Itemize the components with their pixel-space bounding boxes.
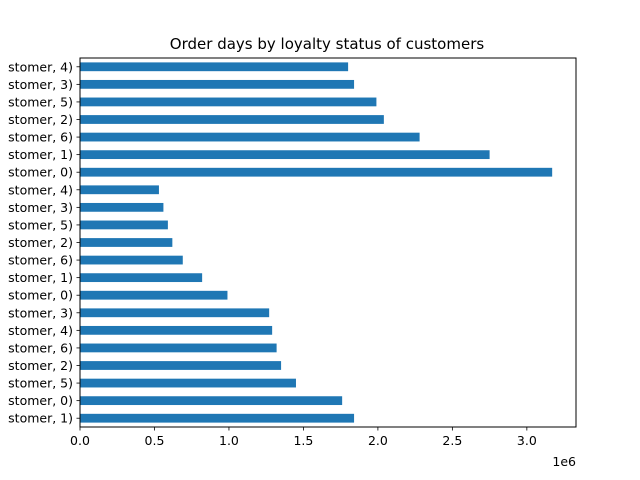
- y-tick-label: stomer, 0): [8, 393, 73, 408]
- bar: [80, 150, 490, 160]
- plot-frame: [79, 57, 577, 428]
- x-tick-label: 1.0: [219, 433, 239, 448]
- chart-title: Order days by loyalty status of customer…: [170, 35, 485, 53]
- bar: [80, 396, 343, 406]
- x-tick-label: 0.5: [145, 433, 165, 448]
- y-tick-label: stomer, 1): [8, 147, 73, 162]
- y-tick-label: stomer, 4): [8, 182, 73, 197]
- x-tick-label: 1.5: [293, 433, 313, 448]
- bar: [80, 132, 420, 142]
- y-tick-label: stomer, 1): [8, 411, 73, 426]
- bar: [80, 202, 164, 212]
- y-tick-label: stomer, 4): [8, 59, 73, 74]
- bar: [80, 273, 203, 283]
- bar: [80, 361, 282, 370]
- bar: [80, 115, 384, 124]
- bar: [80, 290, 228, 300]
- x-tick-label: 2.5: [442, 433, 462, 448]
- bar: [80, 238, 173, 247]
- y-tick-label: stomer, 2): [8, 235, 73, 250]
- y-tick-label: stomer, 5): [8, 94, 73, 109]
- bar: [80, 167, 553, 177]
- bar: [80, 378, 296, 388]
- y-axis: stomer, 1) stomer, 0) stomer, 5) stomer, 2)…: [8, 59, 80, 426]
- bars-group: [80, 62, 553, 423]
- y-tick-label: stomer, 5): [8, 376, 73, 391]
- bar: [80, 62, 349, 72]
- y-tick-label: stomer, 2): [8, 358, 73, 373]
- bar: [80, 413, 355, 423]
- y-tick-label: stomer, 3): [8, 200, 73, 215]
- y-tick-label: stomer, 6): [8, 340, 73, 355]
- y-tick-label: stomer, 6): [8, 130, 73, 145]
- x-tick-label: 0.0: [70, 433, 90, 448]
- y-tick-label: stomer, 4): [8, 323, 73, 338]
- y-tick-label: stomer, 0): [8, 288, 73, 303]
- y-tick-label: stomer, 2): [8, 112, 73, 127]
- y-tick-label: stomer, 5): [8, 217, 73, 232]
- bar: [80, 308, 270, 318]
- y-tick-label: stomer, 0): [8, 165, 73, 180]
- x-tick-label: 3.0: [517, 433, 537, 448]
- x-axis: 0.0 0.5 1.0 1.5 2.0 2.5 3.0: [70, 427, 537, 448]
- bar: [80, 343, 277, 353]
- bar: [80, 79, 355, 89]
- y-tick-label: stomer, 3): [8, 305, 73, 320]
- bar: [80, 185, 159, 195]
- y-tick-label: stomer, 6): [8, 253, 73, 268]
- y-tick-label: stomer, 3): [8, 77, 73, 92]
- y-tick-label: stomer, 1): [8, 270, 73, 285]
- bar: [80, 255, 183, 265]
- x-scale-label: 1e6: [552, 454, 576, 469]
- x-tick-label: 2.0: [368, 433, 388, 448]
- bar: [80, 325, 273, 335]
- bar: [80, 97, 377, 107]
- bar: [80, 220, 168, 230]
